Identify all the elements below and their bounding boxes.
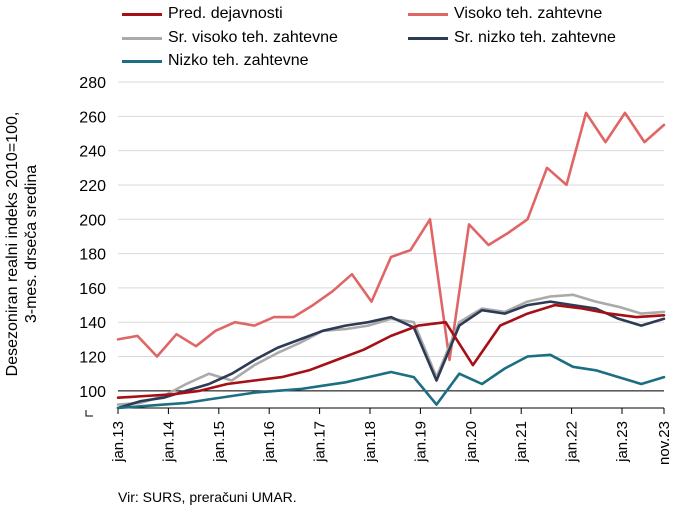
legend-item-sr-nizko-teh: Sr. nizko teh. zahtevne — [408, 29, 616, 47]
y-tick-label: 100 — [79, 384, 106, 401]
y-tick-label: 240 — [79, 144, 106, 161]
legend: Pred. dejavnosti Visoko teh. zahtevne Sr… — [0, 0, 678, 80]
x-tick-label: jan.13 — [110, 421, 127, 463]
y-axis-label: Desezoniran realni indeks 2010=100, 3-me… — [3, 74, 41, 414]
y-tick-label: 180 — [79, 247, 106, 264]
legend-label: Sr. visoko teh. zahtevne — [168, 29, 338, 46]
x-tick-label: jan.17 — [312, 421, 329, 463]
legend-label: Nizko teh. zahtevne — [168, 52, 309, 69]
x-tick-label: jan.23 — [614, 421, 631, 463]
y-tick-label: 280 — [79, 75, 106, 92]
series-line-sr-nizko-teh-zahtevne — [116, 300, 666, 410]
legend-swatch — [122, 59, 162, 63]
y-tick-label: 120 — [79, 350, 106, 367]
x-tick-label: nov.23 — [656, 421, 673, 465]
legend-item-sr-visoko-teh: Sr. visoko teh. zahtevne — [122, 29, 338, 47]
x-tick-label: jan.21 — [513, 421, 530, 463]
series-line-visoko-teh-zahtevne — [116, 111, 666, 362]
legend-label: Pred. dejavnosti — [168, 5, 283, 22]
legend-label: Visoko teh. zahtevne — [454, 5, 603, 22]
legend-swatch — [408, 36, 448, 40]
legend-item-nizko-teh: Nizko teh. zahtevne — [122, 52, 309, 70]
y-tick-label: 140 — [79, 315, 106, 332]
y-axis-label-line2: 3-mes. drseča sredina — [23, 164, 40, 324]
y-tick-label: 220 — [79, 178, 106, 195]
x-tick-label: jan.18 — [362, 421, 379, 463]
legend-label: Sr. nizko teh. zahtevne — [454, 29, 616, 46]
x-tick-label: jan.16 — [261, 421, 278, 463]
x-tick-label: jan.20 — [463, 421, 480, 463]
series-line-sr-visoko-teh-zahtevne — [116, 293, 666, 406]
y-tick-label: 200 — [79, 212, 106, 229]
x-tick-label: jan.14 — [160, 421, 177, 463]
x-tick-label: jan.15 — [211, 421, 228, 463]
x-tick-label: jan.22 — [564, 421, 581, 463]
series-line-pred-dejavnosti — [116, 303, 666, 400]
legend-item-visoko-teh: Visoko teh. zahtevne — [408, 5, 602, 23]
x-tick-label: jan.19 — [412, 421, 429, 463]
axis-break-marker — [85, 410, 93, 417]
y-tick-label: 260 — [79, 109, 106, 126]
series-line-nizko-teh-zahtevne — [116, 353, 666, 410]
legend-swatch — [408, 12, 448, 16]
y-axis-label-line1: Desezoniran realni indeks 2010=100, — [4, 111, 21, 377]
y-tick-label: 160 — [79, 281, 106, 298]
legend-swatch — [122, 36, 162, 40]
legend-swatch — [122, 12, 162, 16]
legend-item-pred-dejavnosti: Pred. dejavnosti — [122, 5, 283, 23]
source-note: Vir: SURS, preračuni UMAR. — [118, 489, 297, 505]
